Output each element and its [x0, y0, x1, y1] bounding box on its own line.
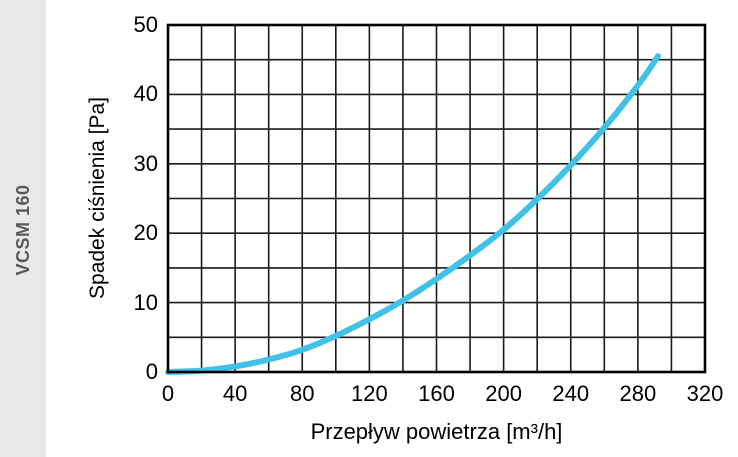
x-tick-label: 280 [619, 381, 657, 406]
y-tick-label: 0 [145, 359, 158, 384]
y-tick-label: 10 [133, 289, 158, 315]
x-tick-label: 80 [290, 381, 315, 406]
y-tick-label: 20 [133, 220, 158, 246]
y-tick-label: 30 [133, 150, 158, 176]
x-tick-label: 200 [485, 381, 522, 406]
x-tick-label: 240 [552, 381, 590, 406]
y-tick-label: 40 [133, 81, 158, 107]
x-tick-label: 0 [161, 381, 175, 406]
y-tick-label: 50 [133, 12, 158, 37]
x-tick-label: 160 [418, 381, 455, 406]
x-tick-label: 40 [222, 381, 248, 406]
y-axis-title: Spadek ciśnienia [Pa] [86, 97, 109, 299]
model-sidebar: VCSM 160 [0, 0, 46, 457]
series-curve [165, 53, 662, 375]
x-tick-label: 320 [686, 381, 724, 406]
x-axis-title: Przepływ powietrza [m³/h] [310, 419, 563, 444]
x-tick-label: 120 [351, 381, 388, 406]
